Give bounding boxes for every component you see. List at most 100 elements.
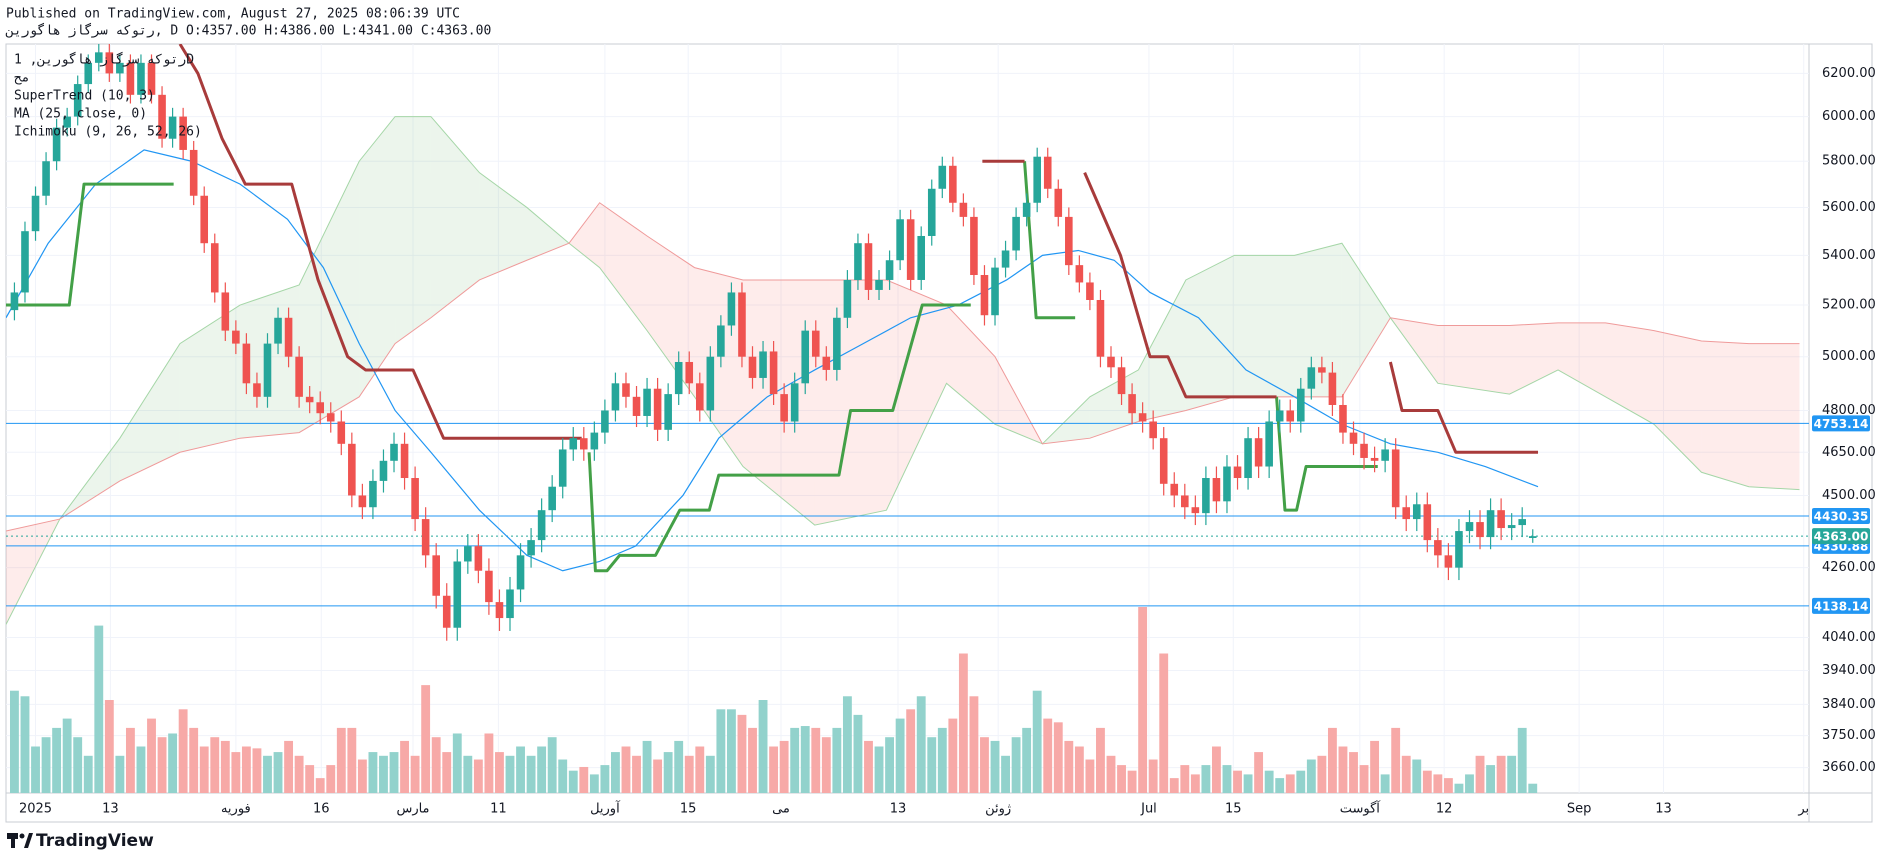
candle-body xyxy=(590,432,599,450)
volume-bar xyxy=(1169,778,1179,793)
price-tag-background xyxy=(1812,508,1870,525)
chart-frame xyxy=(5,43,1873,823)
candle-body xyxy=(1412,504,1421,520)
candle-body xyxy=(1223,466,1231,502)
candle-body xyxy=(854,243,862,280)
volume-bar xyxy=(1053,722,1063,793)
candle-body xyxy=(179,116,187,150)
volume-bar xyxy=(1517,727,1527,793)
candle-body xyxy=(1391,449,1400,508)
candle-body xyxy=(31,195,40,232)
volume-bar xyxy=(526,755,536,793)
candle-body xyxy=(10,292,19,311)
cloud-segment xyxy=(1234,255,1295,397)
y-tick-label: 5800.00 xyxy=(1822,154,1876,169)
logo-shape xyxy=(7,833,18,839)
volume-bar xyxy=(41,737,51,793)
volume-bar xyxy=(294,755,304,793)
candle-body xyxy=(1212,478,1221,502)
candle-body xyxy=(1149,421,1157,439)
volume-bar xyxy=(1243,774,1253,793)
candle-body xyxy=(1275,410,1284,422)
volume-bar xyxy=(790,727,800,793)
candle-body xyxy=(1381,449,1389,461)
y-tick-label: 4800.00 xyxy=(1822,403,1876,418)
candle-body xyxy=(558,449,567,487)
volume-bar xyxy=(853,714,863,793)
candle-body xyxy=(1286,410,1295,422)
candle-body xyxy=(1181,495,1189,508)
price-tag: 4138.14 xyxy=(1814,599,1869,613)
volume-bar xyxy=(811,727,821,793)
candle-body xyxy=(1444,555,1453,568)
volume-bar xyxy=(410,755,420,793)
volume-bar xyxy=(716,709,726,793)
volume-bar xyxy=(800,726,810,793)
volume-bar xyxy=(568,770,578,793)
candle-body xyxy=(811,330,820,357)
candle-body xyxy=(674,361,683,395)
volume-bar xyxy=(737,714,747,793)
volume-bar xyxy=(558,759,568,793)
candle-body xyxy=(685,361,694,384)
candle-body xyxy=(1434,540,1442,556)
x-tick-label: 13 xyxy=(102,802,119,817)
candle-body xyxy=(622,383,630,397)
y-tick-label: 3660.00 xyxy=(1822,760,1876,775)
volume-bar xyxy=(1011,737,1021,793)
candle-body xyxy=(569,438,578,450)
volume-bar xyxy=(1148,759,1158,793)
volume-bar xyxy=(252,748,262,793)
cloud-segment xyxy=(359,116,396,397)
axes: 6200.00 6000.00 5800.00 5600.00 5400.00 5200.… xyxy=(19,66,1876,817)
candle-body xyxy=(1128,394,1136,414)
candle-body xyxy=(274,317,282,344)
x-tick-label: 12 xyxy=(1436,802,1453,817)
x-tick-label: ژوئن xyxy=(985,802,1011,817)
candle-body xyxy=(1423,504,1432,541)
volume-bar xyxy=(431,737,441,793)
volume-bar xyxy=(1507,755,1517,793)
candle-body xyxy=(1349,432,1358,444)
candle-body xyxy=(632,396,641,416)
candle-body xyxy=(643,388,651,416)
legend-indicator: SuperTrend (10, 3) xyxy=(14,89,155,104)
volume-bar xyxy=(537,746,547,793)
cloud-segment xyxy=(743,279,815,526)
volume-bar xyxy=(505,755,515,793)
x-tick-label: بر xyxy=(1797,802,1809,817)
volume-bar xyxy=(906,709,916,793)
candle-body xyxy=(1497,510,1505,529)
cloud-segment xyxy=(647,235,695,397)
candle-body xyxy=(158,94,166,139)
volume-bar xyxy=(895,718,905,793)
candle-body xyxy=(137,62,145,95)
y-tick-label: 3940.00 xyxy=(1822,663,1876,678)
volume-bar xyxy=(663,752,673,793)
volume-bar xyxy=(52,727,62,793)
candle-body xyxy=(369,480,377,508)
price-tag-background xyxy=(1812,415,1870,432)
cloud-segment xyxy=(1294,243,1342,397)
candle-body xyxy=(727,292,736,326)
volume-bar xyxy=(874,746,884,793)
candle-body xyxy=(1296,388,1305,422)
candle-body xyxy=(52,127,61,162)
logo-shape xyxy=(19,833,25,839)
candle-body xyxy=(906,219,915,280)
last-price-tag: 4363.00 xyxy=(1814,530,1869,544)
cloud-segment xyxy=(179,305,241,453)
volume-bar xyxy=(1465,774,1474,793)
volume-bar xyxy=(263,755,272,793)
candle-body xyxy=(453,561,462,628)
candle-body xyxy=(411,478,419,520)
candle-body xyxy=(949,165,957,203)
candle-body xyxy=(1202,478,1210,514)
volume-bar xyxy=(864,740,873,793)
volume-bar xyxy=(516,746,525,793)
cloud-segment xyxy=(526,207,570,261)
candle-body xyxy=(790,383,799,422)
cloud-segment xyxy=(1701,340,1749,487)
